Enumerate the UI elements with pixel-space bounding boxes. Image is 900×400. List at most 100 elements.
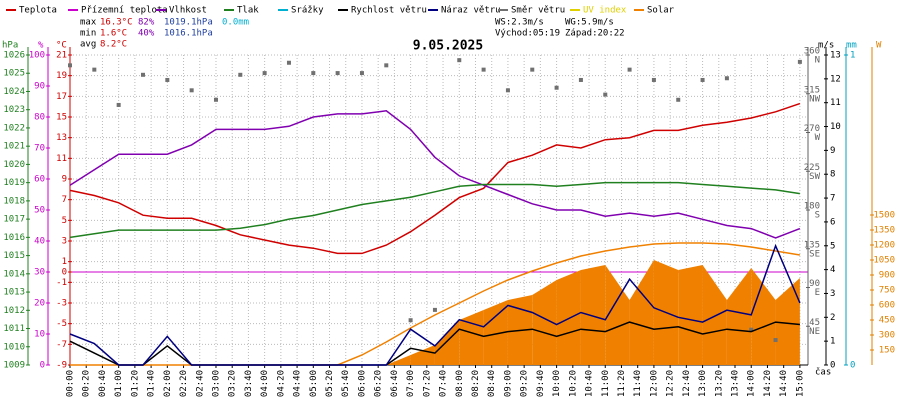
- y-tick-label: 30: [34, 268, 45, 278]
- x-tick-label: 13:40: [731, 370, 741, 397]
- x-tick-label: 07:20: [422, 370, 432, 397]
- y-tick-label: 1: [830, 337, 835, 347]
- x-tick-label: 10:00: [552, 370, 562, 397]
- y-tick-label: 1012: [3, 306, 25, 316]
- y-tick-label: 450: [879, 316, 895, 326]
- x-tick-label: 01:00: [114, 370, 124, 397]
- x-tick-label: 07:40: [439, 370, 449, 397]
- solar-area: [629, 260, 654, 365]
- y-tick-label: 45: [809, 318, 820, 328]
- x-tick-label: 13:20: [714, 370, 724, 397]
- direction-point: [432, 307, 437, 312]
- x-tick-label: 04:00: [260, 370, 270, 397]
- direction-point: [213, 97, 218, 102]
- y-tick-label: 0: [830, 361, 835, 371]
- y-tick-label: 1015: [3, 251, 25, 261]
- y-tick-label: 1024: [3, 87, 25, 97]
- x-tick-label: 03:00: [211, 370, 221, 397]
- direction-point: [578, 77, 583, 82]
- stat-text: 40%: [138, 29, 155, 39]
- x-tick-label: 08:00: [455, 370, 465, 397]
- solar-area: [483, 300, 508, 365]
- x-tick-label: 00:40: [98, 370, 108, 397]
- x-tick-label: 01:40: [147, 370, 157, 397]
- y-tick-label: 315: [804, 85, 820, 95]
- x-tick-label: 08:40: [487, 370, 497, 397]
- direction-point: [603, 92, 608, 97]
- direction-label: E: [815, 288, 820, 298]
- y-tick-label: 1026: [3, 51, 25, 61]
- y-tick-label: 1020: [3, 160, 25, 170]
- x-tick-label: 14:20: [763, 370, 773, 397]
- direction-point: [165, 77, 170, 82]
- direction-point: [505, 88, 510, 93]
- y-tick-label: 180: [804, 202, 820, 212]
- x-tick-label: 09:00: [503, 370, 513, 397]
- y-tick-label: 7: [62, 195, 67, 205]
- x-tick-label: 03:20: [228, 370, 238, 397]
- x-tick-label: 06:00: [357, 370, 367, 397]
- y-tick-label: 6: [830, 217, 835, 227]
- x-tick-label: 00:00: [66, 370, 76, 397]
- x-tick-label: 12:20: [666, 370, 676, 397]
- direction-point: [311, 71, 316, 76]
- stat-text: 0.0mm: [222, 18, 249, 28]
- direction-label: S: [815, 211, 820, 221]
- axis-title: m/s: [818, 41, 834, 51]
- stat-text: avg: [80, 40, 96, 50]
- y-tick-label: 13: [56, 133, 67, 143]
- y-tick-label: 19: [56, 71, 67, 81]
- solar-area: [386, 355, 411, 365]
- axis-title: hPa: [2, 41, 18, 51]
- y-tick-label: 1009: [3, 361, 25, 371]
- y-tick-label: 300: [879, 331, 895, 341]
- y-tick-label: 150: [879, 346, 895, 356]
- solar-area: [410, 345, 435, 365]
- solar-area: [434, 320, 460, 365]
- solar-area: [580, 265, 606, 365]
- legend-label: Tlak: [237, 6, 259, 16]
- y-tick-label: 10: [830, 122, 841, 132]
- x-tick-label: 14:40: [779, 370, 789, 397]
- x-tick-label: 07:00: [406, 370, 416, 397]
- x-tick-label: 05:40: [341, 370, 351, 397]
- series-line: [69, 110, 801, 239]
- x-tick-label: 10:20: [568, 370, 578, 397]
- y-tick-label: 1: [62, 257, 67, 267]
- solar-area: [702, 265, 727, 365]
- direction-point: [554, 85, 559, 90]
- y-tick-label: 270: [804, 124, 820, 134]
- solar-area: [726, 268, 752, 365]
- legend-label: Směr větru: [511, 6, 565, 16]
- direction-point: [359, 71, 364, 76]
- x-tick-label: 00:20: [82, 370, 92, 397]
- direction-point: [140, 72, 145, 77]
- x-tick-label: 11:40: [633, 370, 643, 397]
- y-tick-label: 750: [879, 286, 895, 296]
- stat-text: 16.3°C: [100, 18, 133, 28]
- direction-point: [262, 71, 267, 76]
- direction-label: NE: [809, 327, 820, 337]
- y-tick-label: 11: [56, 154, 67, 164]
- stat-text: max: [80, 18, 97, 28]
- x-tick-label: 06:40: [390, 370, 400, 397]
- x-tick-label: 08:20: [471, 370, 481, 397]
- stat-text: 8.2°C: [100, 40, 127, 50]
- y-tick-label: 135: [804, 240, 820, 250]
- y-tick-label: 1200: [873, 241, 895, 251]
- y-tick-label: 9: [830, 146, 835, 156]
- x-tick-label: 09:40: [536, 370, 546, 397]
- y-tick-label: 12: [830, 74, 841, 84]
- stat-text: 1019.1hPa: [164, 18, 213, 28]
- x-tick-label: 03:40: [244, 370, 254, 397]
- x-tick-label: 11:20: [617, 370, 627, 397]
- direction-point: [481, 67, 486, 72]
- y-tick-label: 1350: [873, 226, 895, 236]
- y-tick-label: 11: [830, 98, 841, 108]
- y-tick-label: 4: [830, 265, 835, 275]
- y-tick-label: 900: [879, 271, 895, 281]
- direction-point: [384, 63, 389, 68]
- direction-point: [773, 338, 778, 343]
- x-axis-label: čas: [815, 367, 831, 378]
